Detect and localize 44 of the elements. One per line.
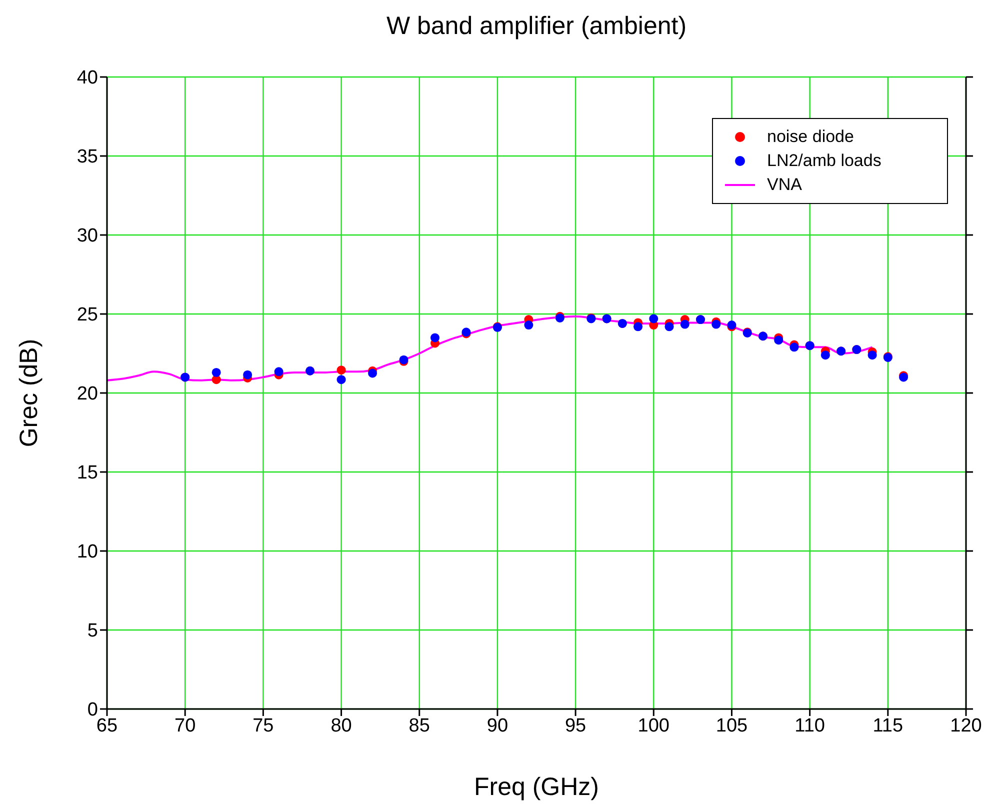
- point: [664, 322, 674, 332]
- x-axis-title: Freq (GHz): [474, 773, 599, 801]
- point: [774, 336, 784, 345]
- point: [368, 368, 378, 378]
- y-tick-label: 20: [76, 384, 98, 405]
- point: [212, 368, 221, 377]
- x-tick-label: 85: [408, 715, 430, 736]
- point: [430, 333, 440, 342]
- x-tick-label: 110: [794, 715, 825, 736]
- point: [790, 342, 799, 352]
- legend-label: LN2/amb loads: [767, 150, 882, 172]
- y-tick-label: 35: [76, 146, 98, 168]
- point: [680, 320, 690, 329]
- y-tick-label: 15: [76, 462, 98, 484]
- legend-label: noise diode: [767, 126, 854, 148]
- y-tick-label: 40: [76, 68, 98, 89]
- x-tick-label: 65: [96, 715, 118, 736]
- x-tick-label: 90: [486, 715, 508, 736]
- point: [820, 350, 830, 360]
- y-tick-label: 10: [76, 542, 98, 563]
- point: [243, 370, 252, 380]
- y-tick-label: 30: [76, 226, 98, 247]
- x-tick-label: 115: [872, 715, 904, 736]
- chart-title: W band amplifier (ambient): [385, 12, 688, 41]
- y-axis-title: Grec (dB): [14, 338, 43, 448]
- point: [274, 367, 284, 376]
- point: [524, 320, 534, 330]
- point: [712, 320, 721, 329]
- legend-label: VNA: [767, 174, 802, 196]
- x-tick-label: 95: [564, 715, 586, 736]
- x-tick-label: 105: [716, 715, 748, 736]
- x-tick-label: 100: [638, 715, 670, 736]
- y-tick-label: 5: [87, 620, 98, 642]
- x-tick-label: 70: [174, 715, 196, 736]
- point: [649, 314, 658, 324]
- x-tick-label: 75: [252, 715, 274, 736]
- x-tick-label: 80: [330, 715, 352, 736]
- y-tick-label: 0: [87, 700, 98, 721]
- point: [868, 350, 877, 360]
- point: [336, 375, 346, 384]
- y-tick-label: 25: [76, 304, 98, 326]
- point: [634, 322, 643, 332]
- x-tick-label: 120: [950, 715, 982, 736]
- point: [336, 366, 346, 375]
